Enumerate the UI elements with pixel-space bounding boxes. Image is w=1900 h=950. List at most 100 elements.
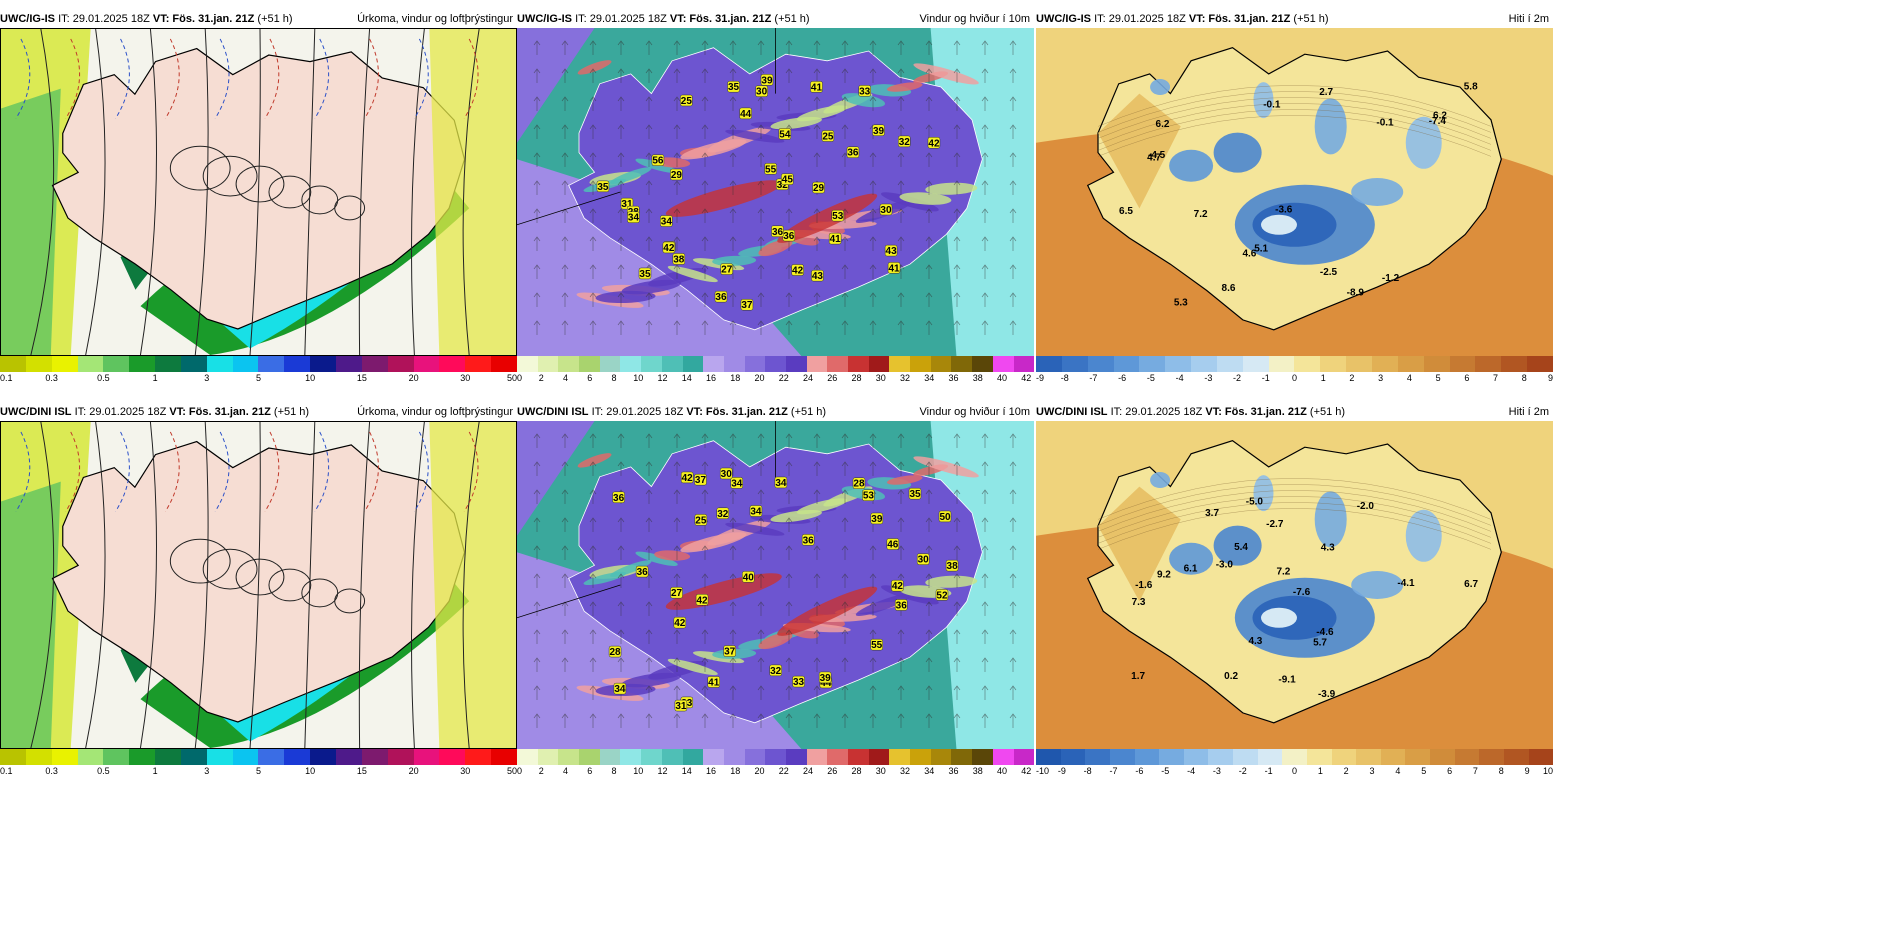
colorbar-swatch [1423,356,1450,372]
colorbar-tick-label: 0.3 [45,766,58,776]
colorbar-swatch [744,356,766,372]
colorbar: 0.1 0.3 0.5 1 3 5 10 15 20 30 50 [0,749,517,776]
wind-gust-label: 29 [671,170,683,181]
wind-label-box [719,467,733,480]
colorbar-tick-label: 16 [705,373,716,383]
colorbar-tick-label: 0 [517,373,523,383]
colorbar-tick-label: 40 [996,373,1007,383]
colorbar-tick-label: 50 [506,373,517,383]
colorbar-swatch [661,356,683,372]
wind-gust-label: 39 [820,673,832,684]
colorbar-swatch [284,749,311,765]
wind-gust-label: 28 [853,479,865,490]
wind-gust-label: 30 [721,469,733,480]
colorbar-swatch [413,356,440,372]
colorbar-tick-label: 1 [152,373,158,383]
colorbar-tick-label: -5 [1161,766,1170,776]
colorbar-swatch [682,356,704,372]
wind-label-box [612,491,625,504]
wind-label-box [596,180,610,193]
colorbar-swatch [1282,749,1307,765]
colorbar-swatch [155,356,181,372]
colorbar-tick-label: -10 [1036,766,1050,776]
colorbar-swatch [1139,356,1166,372]
wind-label-box [670,586,683,599]
colorbar-tick-label: 1 [1320,373,1326,383]
colorbar-swatch [827,749,848,765]
colorbar-swatch [1013,356,1035,372]
colorbar-tick-label: -4 [1175,373,1184,383]
wind-gust-label: 54 [779,129,791,140]
colorbar-swatch [129,749,156,765]
colorbar-swatch [465,749,492,765]
panel-title: Úrkoma, vindur og loftþrýstingur [357,406,513,418]
temperature-label: 9.2 [1157,569,1171,580]
panel-title: Vindur og hviður í 10m [919,406,1030,418]
wind-label-box [774,476,788,489]
colorbar-swatch [620,356,642,372]
colorbar-swatch [765,356,786,372]
colorbar-swatch [1503,749,1529,765]
wind-gust-label: 41 [811,82,823,93]
wind-gust-label: 34 [750,507,762,518]
temperature-label: 4.3 [1248,636,1262,647]
temperature-label: -4.1 [1397,578,1415,589]
wind-label-box [879,203,893,216]
wind-label-box [673,616,687,629]
wind-label-box [791,264,804,276]
wind-gust-label: 42 [674,618,686,629]
colorbar-swatch [992,356,1014,372]
colorbar-tick-label: 5 [255,373,262,383]
temperature-label: -2.7 [1266,519,1284,530]
colorbar-swatch [1087,356,1114,372]
colorbar-tick-label: -9 [1057,766,1066,776]
colorbar-swatch [51,356,78,372]
colorbar-swatch [25,356,52,372]
colorbar-swatch [537,356,559,372]
temperature-label: -0.1 [1263,99,1281,110]
map-area: 35 33 25 39 36 29 34 36 32 36 31 39 41 32 37 35 41 35 42 36… [517,28,1034,356]
colorbar-swatch [848,749,869,765]
wind-label-box [792,675,805,688]
temperature-label: -7.4 [1429,116,1447,127]
valid-time: VT: Fös. 31.jan. 21Z [152,13,255,25]
colorbar-swatch [1134,749,1160,765]
model-name: UWC/DINI ISL [0,406,72,418]
model-name: UWC/IG-IS [1036,13,1091,25]
colorbar-swatch [387,356,414,372]
lead-time: (+51 h) [1309,406,1346,418]
colorbar-swatch [206,356,233,372]
colorbar-tick-label: 6 [587,766,593,776]
wind-label-box [846,146,860,158]
colorbar-tick-label: 1 [1317,766,1323,776]
temperature-label: -1.6 [1135,580,1153,591]
colorbar-tick-label: 2 [538,373,544,383]
colorbar-swatch [361,749,388,765]
wind-label-box [771,225,784,238]
colorbar-swatch [1501,356,1528,372]
colorbar-tick-label: -9 [1036,373,1045,383]
wind-gust-label: 36 [896,600,908,611]
p1-panel: UWC/IG-IS IT: 29.01.2025 18Z VT: Fös. 31… [0,10,517,383]
wind-label-box [694,514,708,526]
colorbar-tick-label: 0.3 [45,373,58,383]
panel-header: UWC/DINI ISL IT: 29.01.2025 18Z VT: Fös.… [1036,403,1553,421]
colorbar-swatch [1479,749,1504,765]
colorbar-tick-label: 38 [972,373,983,383]
colorbar-swatch [439,356,466,372]
map-area [0,28,517,356]
init-time: IT: 29.01.2025 18Z [1094,13,1186,25]
colorbar-swatch [889,749,911,765]
temperature-label: -2.5 [1320,267,1338,278]
wind-label-box [872,124,885,137]
model-name: UWC/DINI ISL [517,406,589,418]
colorbar-swatch [1159,749,1184,765]
wind-gust-label: 33 [859,86,871,97]
wind-gust-label: 31 [675,701,687,712]
init-time: IT: 29.01.2025 18Z [1110,406,1203,418]
panel-header: UWC/IG-IS IT: 29.01.2025 18Z VT: Fös. 31… [1036,10,1553,28]
colorbar-tick-label: -6 [1135,766,1144,776]
wind-label-box [938,510,952,523]
colorbar-tick-label: 18 [730,766,741,776]
wind-gust-label: 42 [928,138,940,149]
